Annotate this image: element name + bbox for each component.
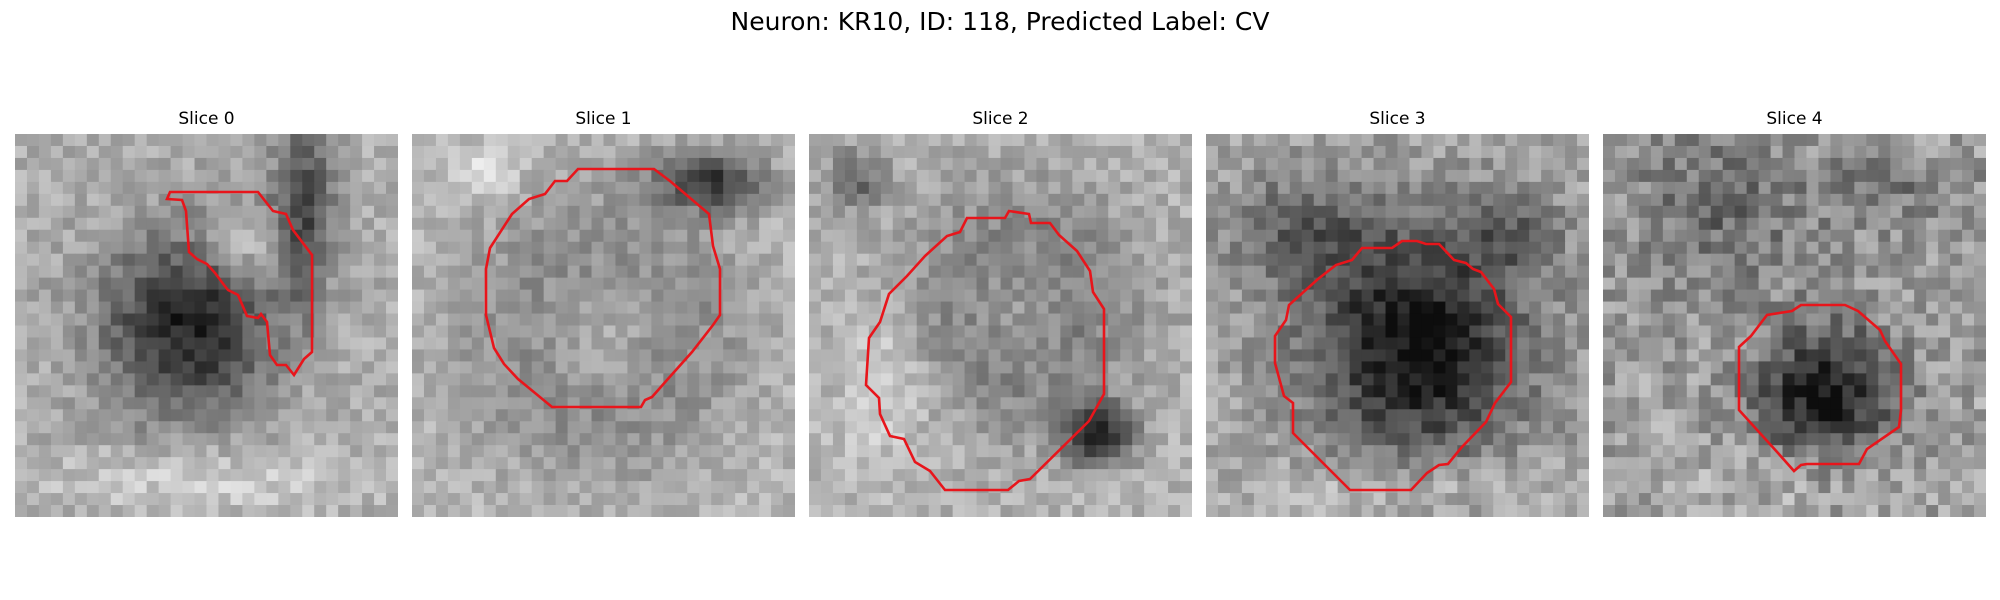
slice-image bbox=[1603, 134, 1986, 517]
slice-image bbox=[809, 134, 1192, 517]
slice-panel-1: Slice 1 bbox=[412, 108, 795, 517]
segmentation-contour bbox=[165, 190, 314, 378]
segmentation-contour bbox=[1273, 239, 1513, 492]
slice-image bbox=[1206, 134, 1589, 517]
slice-image bbox=[412, 134, 795, 517]
slice-panel-4: Slice 4 bbox=[1603, 108, 1986, 517]
segmentation-contour bbox=[1737, 303, 1903, 473]
slice-title: Slice 3 bbox=[1369, 109, 1426, 129]
slice-title: Slice 1 bbox=[575, 109, 632, 129]
segmentation-contour bbox=[484, 167, 722, 409]
slice-title: Slice 0 bbox=[178, 109, 235, 129]
figure-title: Neuron: KR10, ID: 118, Predicted Label: … bbox=[730, 7, 1270, 36]
slice-panel-0: Slice 0 bbox=[15, 108, 398, 517]
slice-panel-2: Slice 2 bbox=[809, 108, 1192, 517]
slice-image bbox=[15, 134, 398, 517]
slice-panel-3: Slice 3 bbox=[1206, 108, 1589, 517]
slice-title: Slice 2 bbox=[972, 109, 1029, 129]
slice-title: Slice 4 bbox=[1766, 109, 1823, 129]
segmentation-contour bbox=[864, 209, 1106, 492]
